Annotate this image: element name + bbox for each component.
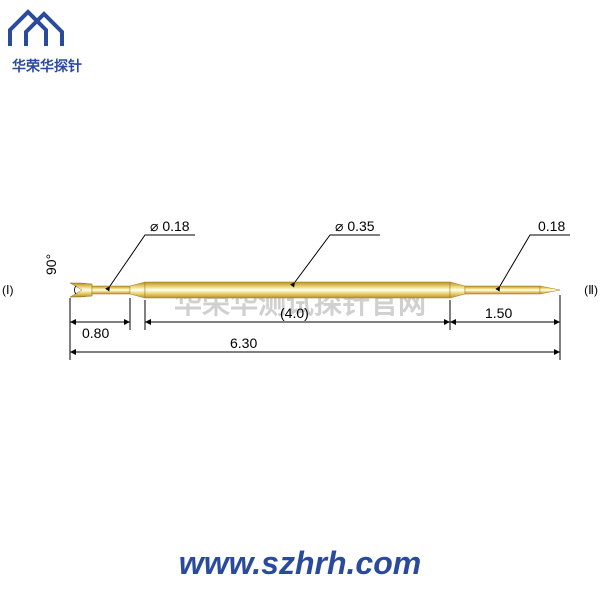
diameter-1-leader: ⌀ 0.18 (110, 218, 195, 286)
dim-mid-value: (4.0) (280, 305, 309, 321)
svg-text:⌀ 0.18: ⌀ 0.18 (150, 218, 190, 234)
probe-diagram: 90° ⌀ 0.18 ⌀ 0.35 0.18 0.80 (4.0) 1.50 (0, 0, 600, 600)
website-url: www.szhrh.com (0, 545, 600, 582)
diameter-2-leader: ⌀ 0.35 (295, 218, 380, 282)
dim-seg3-value: 1.50 (485, 305, 512, 321)
dim-seg1-value: 0.80 (82, 325, 109, 341)
diameter-3-leader: 0.18 (500, 218, 570, 286)
dim-overall: 6.30 (70, 335, 560, 352)
diameter-1-value: 0.18 (162, 218, 189, 234)
phi-symbol-1: ⌀ (150, 218, 158, 234)
dim-overall-value: 6.30 (230, 335, 257, 351)
svg-text:⌀ 0.35: ⌀ 0.35 (335, 218, 375, 234)
phi-symbol-2: ⌀ (335, 218, 343, 234)
diameter-3-value: 0.18 (538, 218, 565, 234)
diameter-2-value: 0.35 (347, 218, 374, 234)
angle-annotation: 90° (43, 254, 76, 294)
angle-label: 90° (43, 254, 59, 275)
dim-mid: (4.0) (145, 305, 450, 322)
dim-seg1: 0.80 (70, 322, 130, 341)
dim-seg3: 1.50 (450, 305, 560, 322)
probe-shape (70, 282, 560, 298)
